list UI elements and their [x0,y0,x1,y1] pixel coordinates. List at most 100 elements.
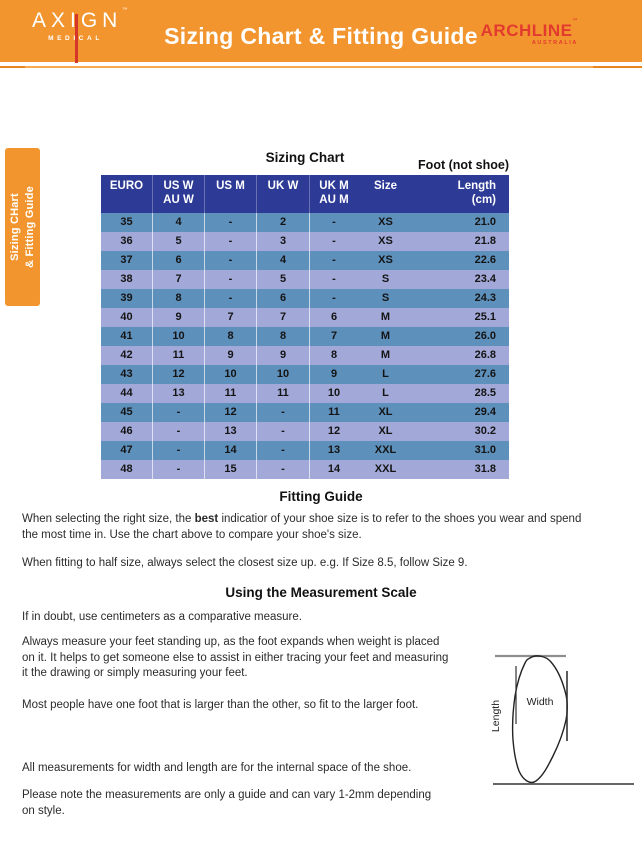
table-cell: 8 [330,349,338,361]
table-row: 44 13 11 11 10 L 28.5 [101,384,509,403]
side-tab-label: Sizing CHart & Fitting Guide [5,148,40,306]
column-header-line: (cm) [471,194,496,206]
table-cell: 35 [101,213,153,232]
table-cell: 11 [328,406,340,418]
column-header-line: AU M [319,194,349,206]
column-header-uk-w: UK W [257,175,310,213]
archline-logo-text: ARCHLINE [480,21,573,40]
side-tab-line2: & Fitting Guide [23,186,36,268]
table-cell: 41 [101,327,153,346]
column-header-line: Length [457,180,496,192]
archline-logo-sub: AUSTRALIA [531,40,578,46]
table-cell: 8 [153,289,205,308]
table-cell: - [332,273,336,285]
table-cell: 12 [327,425,341,437]
side-tab-sizing-chart: Sizing CHart & Fitting Guide [5,148,40,306]
table-cell: 31.8 [474,463,496,475]
table-cell: 6 [330,311,338,323]
column-header-line: US M [216,180,245,192]
table-cell: L [382,368,389,380]
table-cell: 22.6 [474,254,496,266]
column-header-length: Length (cm) [413,175,509,213]
table-cell: M [380,349,391,361]
table-cell: - [332,254,336,266]
side-tab-line1: Sizing CHart [8,193,21,261]
table-cell: XXL [374,463,397,475]
table-cell: 6 [257,289,310,308]
table-cell: 6 [153,251,205,270]
table-row: 48-15-14 XXL 31.8 [101,460,509,479]
axign-tm-mark: ™ [122,7,128,13]
size-table-body: 35 4-2- XS 21.0 36 5-3- XS 21.8 37 6-4- XS 22.6 38 7-… [101,213,509,479]
table-cell: L [382,387,389,399]
header-rule [0,66,642,68]
table-cell: 47 [101,441,153,460]
header-rule-left-accent [0,66,25,68]
table-cell: 14 [327,463,341,475]
table-cell: XS [378,235,393,247]
table-cell: 23.4 [474,273,496,285]
foot-outline [511,655,569,784]
table-cell: 24.3 [474,292,496,304]
table-cell: 48 [101,460,153,479]
table-cell: 13 [153,384,205,403]
table-cell: 12 [153,365,205,384]
table-cell: 13 [327,444,341,456]
table-cell: 45 [101,403,153,422]
table-row: 39 8-6- S 24.3 [101,289,509,308]
table-cell: 9 [153,308,205,327]
table-cell: 10 [327,387,341,399]
table-cell: 15 [205,460,257,479]
table-cell: 5 [257,270,310,289]
table-cell: 43 [101,365,153,384]
table-cell: 9 [257,346,310,365]
table-cell: 7 [153,270,205,289]
text-run-bold: best [194,513,219,525]
text-run: When selecting the right size, the [22,513,195,525]
archline-tm-mark: ™ [572,18,578,24]
size-table: EURO US W AU W US M UK W UK M AU M Size Le… [101,175,509,479]
axign-logo-name: AXIGN™ [28,7,127,33]
length-label: Length [490,700,502,732]
sizing-chart-title: Sizing Chart [265,150,345,165]
table-cell: 13 [205,422,257,441]
table-cell: 14 [205,441,257,460]
table-cell: 31.0 [474,444,496,456]
table-cell: 10 [257,365,310,384]
table-cell: 4 [153,213,205,232]
table-row: 42 11 9 9 8 M 26.8 [101,346,509,365]
column-header-uk-m: UK M AU M [310,175,358,213]
table-cell: 8 [257,327,310,346]
table-cell: 26.8 [474,349,496,361]
table-cell: 25.1 [474,311,496,323]
header-rule-right-accent [593,66,642,68]
axign-logo: AXIGN™ MEDICAL [28,7,127,63]
size-table-header: EURO US W AU W US M UK W UK M AU M Size Le… [101,175,509,213]
measurement-paragraph-1: If in doubt, use centimeters as a compar… [22,611,302,623]
table-cell: - [205,232,257,251]
table-cell: S [381,273,390,285]
paragraph-line: Always measure your feet standing up, as… [22,636,440,648]
archline-logo-name: ARCHLINE™ [480,18,578,41]
table-row: 37 6-4- XS 22.6 [101,251,509,270]
table-cell: 26.0 [474,330,496,342]
table-cell: 11 [257,384,310,403]
table-cell: 28.5 [474,387,496,399]
table-cell: 7 [257,308,310,327]
table-cell: - [205,213,257,232]
archline-logo: ARCHLINE™ AUSTRALIA [480,18,578,46]
fitting-guide-title: Fitting Guide [279,489,363,504]
measurement-paragraph-5: Please note the measurements are only a … [22,788,582,819]
table-cell: - [205,289,257,308]
page-title: Sizing Chart & Fitting Guide [164,23,478,49]
table-cell: - [257,460,310,479]
table-cell: 30.2 [474,425,496,437]
column-header-line: UK M [319,180,349,192]
table-cell: - [153,460,205,479]
table-row: 38 7-5- S 23.4 [101,270,509,289]
table-row: 46-13-12 XL 30.2 [101,422,509,441]
column-header-us-m: US M [205,175,257,213]
table-cell: 7 [205,308,257,327]
table-cell: XL [378,425,393,437]
table-cell: 9 [330,368,338,380]
